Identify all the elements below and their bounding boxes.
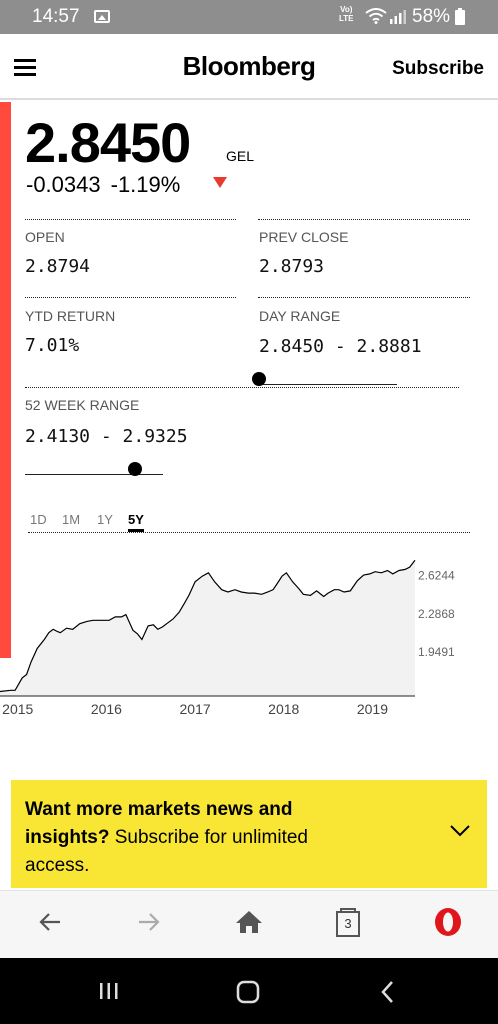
day-range-track <box>259 384 397 385</box>
price-change: -0.0343 -1.19% <box>26 172 180 198</box>
down-arrow-icon <box>213 177 227 188</box>
open-value: 2.8794 <box>25 256 91 277</box>
chart-area-fill <box>0 560 415 696</box>
divider <box>25 219 236 220</box>
volte-icon: Vo) LTE <box>339 5 354 23</box>
chevron-down-icon[interactable] <box>449 824 471 838</box>
day-range-label: DAY RANGE <box>259 308 341 324</box>
bloomberg-logo[interactable]: Bloomberg <box>182 51 316 81</box>
back-arrow-icon[interactable] <box>37 909 63 935</box>
chart-series-line <box>0 559 416 693</box>
divider <box>258 219 470 220</box>
price-direction-bar <box>0 102 11 658</box>
system-nav-bar <box>0 958 498 1024</box>
current-price: 2.8450 <box>25 111 191 174</box>
ytd-return-value: 7.01% <box>25 335 80 356</box>
back-nav-icon[interactable] <box>378 980 398 1004</box>
forward-arrow-icon[interactable] <box>136 909 162 935</box>
open-label: OPEN <box>25 229 65 245</box>
currency-code: GEL <box>226 148 255 164</box>
tab-1m[interactable]: 1M <box>62 512 81 527</box>
divider <box>25 387 459 388</box>
tabs-icon <box>336 908 360 937</box>
x-tick-label: 2019 <box>357 701 388 717</box>
price-chart[interactable]: 2.6244 2.2868 1.9491 2015 2016 2017 2018 2019 <box>0 540 498 720</box>
week52-range-marker <box>128 462 143 476</box>
tab-count: 3 <box>344 916 352 931</box>
prev-close-value: 2.8793 <box>259 256 325 277</box>
tab-1d[interactable]: 1D <box>30 512 47 527</box>
wifi-icon <box>365 8 387 24</box>
x-tick-label: 2018 <box>268 701 299 717</box>
week52-range-value: 2.4130 - 2.9325 <box>25 426 188 447</box>
gallery-icon <box>94 10 110 23</box>
subscribe-link[interactable]: Subscribe <box>392 58 484 79</box>
x-tick-label: 2015 <box>2 701 33 717</box>
x-tick-label: 2016 <box>91 701 122 717</box>
status-bar: 14:57 Vo) LTE 58% <box>0 0 498 34</box>
menu-icon[interactable] <box>14 59 36 77</box>
signal-icon <box>390 10 406 24</box>
browser-toolbar: 3 <box>0 890 498 958</box>
promo-headline: Want more markets news and insights? <box>25 799 293 848</box>
week52-range-track <box>25 474 163 475</box>
y-tick-label: 1.9491 <box>418 645 455 659</box>
change-percent: -1.19% <box>110 172 181 197</box>
battery-icon <box>455 8 465 25</box>
status-time: 14:57 <box>32 6 80 27</box>
prev-close-label: PREV CLOSE <box>259 229 349 245</box>
tab-5y[interactable]: 5Y <box>128 512 144 532</box>
battery-percent: 58% <box>412 6 451 27</box>
recent-apps-icon[interactable] <box>98 980 120 1002</box>
ytd-return-label: YTD RETURN <box>25 308 116 324</box>
x-tick-label: 2017 <box>180 701 211 717</box>
day-range-value: 2.8450 - 2.8881 <box>259 336 422 357</box>
home-icon[interactable] <box>235 909 263 935</box>
divider <box>28 532 470 533</box>
tab-1y[interactable]: 1Y <box>97 512 113 527</box>
subscribe-promo-banner[interactable]: Want more markets news and insights? Sub… <box>11 780 487 888</box>
y-tick-label: 2.6244 <box>418 569 455 583</box>
opera-menu-icon[interactable] <box>433 907 463 937</box>
divider <box>25 297 236 298</box>
home-nav-icon[interactable] <box>236 980 260 1004</box>
tabs-button[interactable]: 3 <box>335 908 361 938</box>
day-range-marker <box>252 372 266 386</box>
app-header: Bloomberg Subscribe <box>0 34 498 100</box>
week52-range-label: 52 WEEK RANGE <box>25 397 140 413</box>
change-value: -0.0343 <box>26 172 101 197</box>
promo-body: Subscribe for unlimited access. <box>25 827 308 876</box>
promo-text: Want more markets news and insights? Sub… <box>25 796 345 880</box>
divider <box>258 297 470 298</box>
y-tick-label: 2.2868 <box>418 607 455 621</box>
